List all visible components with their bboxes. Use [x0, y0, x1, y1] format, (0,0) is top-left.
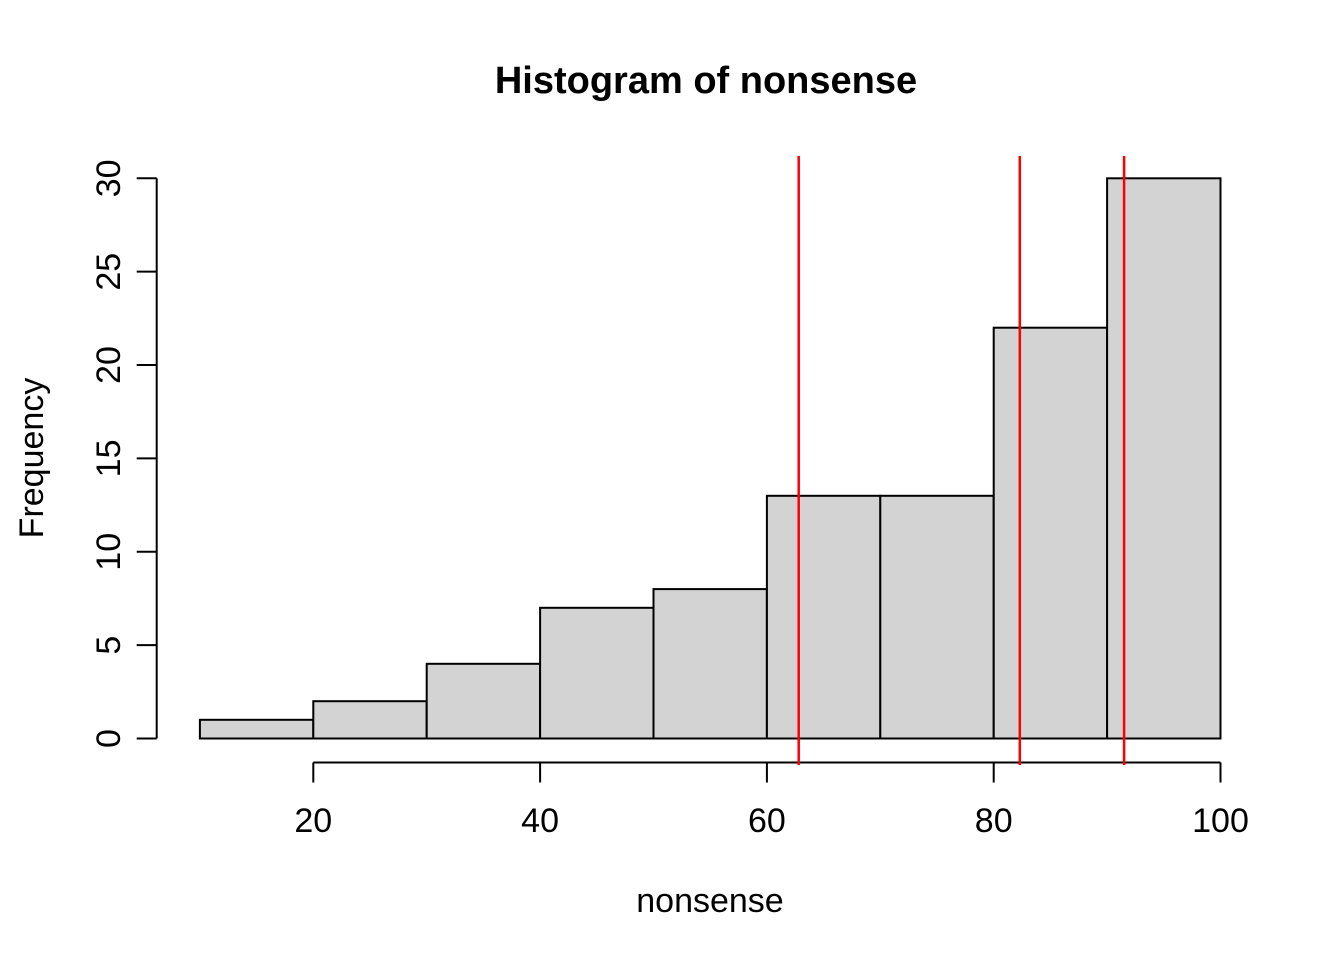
axes: 20 40 60 80 100 0 5 10 15 20 25 30 — [90, 159, 1249, 840]
y-tick-label: 25 — [90, 253, 128, 291]
y-tick-label: 5 — [90, 636, 128, 655]
x-tick-label: 20 — [294, 802, 332, 840]
histogram-bar — [879, 494, 995, 740]
y-tick-label: 15 — [90, 439, 128, 477]
x-tick-label: 40 — [521, 802, 559, 840]
histogram-bar — [652, 588, 768, 740]
histogram-bar — [425, 662, 542, 740]
y-tick-label: 0 — [90, 729, 128, 748]
histogram-bar — [1106, 177, 1222, 740]
y-axis-label: Frequency — [13, 378, 51, 539]
x-axis-label: nonsense — [636, 882, 783, 920]
y-tick-label: 10 — [90, 533, 128, 571]
histogram-bar — [992, 326, 1109, 740]
histogram-bars — [198, 177, 1222, 740]
x-tick-label: 100 — [1192, 802, 1249, 840]
histogram-bar — [539, 606, 655, 740]
y-tick-label: 20 — [90, 346, 128, 384]
histogram-bar — [198, 718, 315, 740]
y-tick-label: 30 — [90, 159, 128, 197]
histogram-bar — [765, 494, 882, 740]
reference-lines — [797, 156, 1126, 765]
chart-title: Histogram of nonsense — [495, 60, 917, 102]
histogram-bar — [312, 700, 428, 740]
x-tick-label: 60 — [748, 802, 786, 840]
x-tick-label: 80 — [975, 802, 1013, 840]
